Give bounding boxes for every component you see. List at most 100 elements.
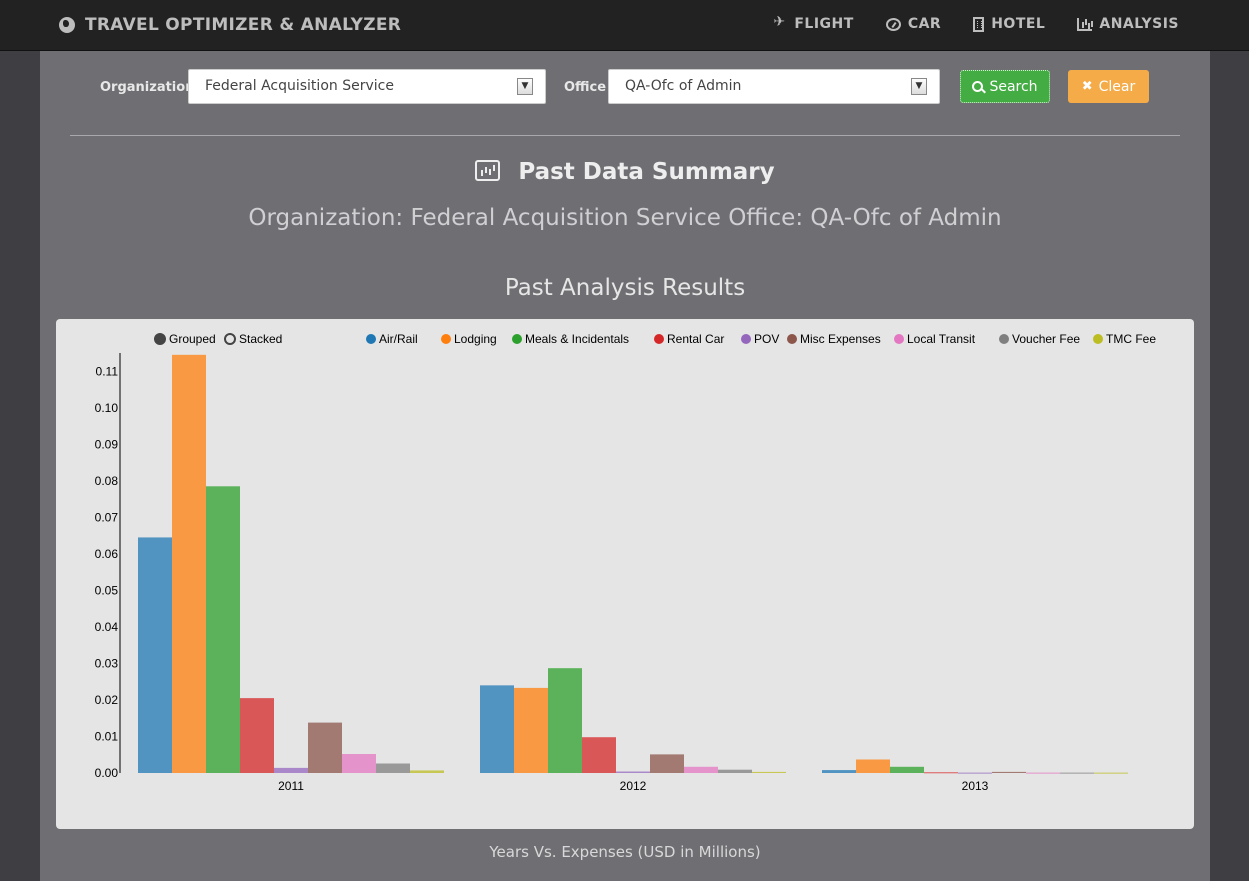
mode-grouped[interactable]: Grouped	[154, 332, 216, 346]
organization-select[interactable]: Federal Acquisition Service ▼	[188, 69, 546, 104]
mode-grouped-label: Grouped	[169, 332, 216, 346]
legend-item-tmc-fee[interactable]: TMC Fee	[1093, 332, 1156, 346]
nav-car[interactable]: CAR	[885, 16, 941, 32]
nav-analysis[interactable]: ANALYSIS	[1077, 16, 1179, 32]
bar-local-transit-2011[interactable]	[342, 754, 376, 773]
bar-chart-icon	[1077, 17, 1093, 31]
expenses-bar-chart: Grouped Stacked Air/Rail Lodging Meals & In…	[95, 332, 1157, 793]
legend-item-voucher-fee[interactable]: Voucher Fee	[999, 332, 1080, 346]
nav-hotel[interactable]: HOTEL	[973, 16, 1045, 32]
mode-stacked-radio[interactable]	[224, 333, 236, 345]
plane-icon	[773, 14, 787, 31]
bar-tmc-fee-2011[interactable]	[410, 770, 444, 773]
mode-grouped-radio[interactable]	[154, 333, 166, 345]
x-tick-label: 2012	[620, 779, 647, 793]
chevron-down-icon[interactable]: ▼	[517, 78, 533, 95]
legend-dot-pov	[741, 334, 751, 344]
legend-dot-air-rail	[366, 334, 376, 344]
y-axis: 0.00 0.01 0.02 0.03 0.04 0.05 0.06 0.07 0.08 0.09…	[95, 353, 121, 780]
bar-meals-incidentals-2011[interactable]	[206, 486, 240, 773]
bar-air-rail-2012[interactable]	[480, 685, 514, 773]
y-tick-label: 0.08	[95, 474, 119, 488]
bar-air-rail-2013[interactable]	[822, 770, 856, 773]
y-tick-label: 0.09	[95, 437, 119, 451]
bar-voucher-fee-2011[interactable]	[376, 763, 410, 773]
y-tick-label: 0.10	[95, 401, 119, 415]
bar-tmc-fee-2012[interactable]	[752, 771, 786, 773]
legend-dot-lodging	[441, 334, 451, 344]
bar-lodging-2011[interactable]	[172, 354, 206, 773]
legend-label-local-transit: Local Transit	[907, 332, 976, 346]
bar-pov-2013[interactable]	[958, 772, 992, 774]
bar-pov-2012[interactable]	[616, 771, 650, 773]
bar-local-transit-2013[interactable]	[1026, 772, 1060, 774]
results-title: Past Analysis Results	[504, 275, 746, 301]
clear-button[interactable]: ✖ Clear	[1068, 70, 1149, 103]
bar-pov-2011[interactable]	[274, 767, 308, 773]
x-tick-label: 2011	[278, 779, 304, 793]
bar-voucher-fee-2013[interactable]	[1060, 772, 1094, 774]
app-title: TRAVEL OPTIMIZER & ANALYZER	[85, 15, 402, 35]
legend-label-rental-car: Rental Car	[667, 332, 724, 346]
legend-label-pov: POV	[754, 332, 779, 346]
legend-item-meals-incidentals[interactable]: Meals & Incidentals	[512, 332, 629, 346]
bar-rental-car-2013[interactable]	[924, 772, 958, 774]
legend-label-air-rail: Air/Rail	[379, 332, 418, 346]
legend-dot-voucher-fee	[999, 334, 1009, 344]
bar-misc-expenses-2013[interactable]	[992, 771, 1026, 773]
legend-item-air-rail[interactable]: Air/Rail	[366, 332, 418, 346]
y-tick-label: 0.07	[95, 510, 119, 524]
y-tick-label: 0.11	[96, 364, 119, 378]
bar-lodging-2012[interactable]	[514, 687, 548, 773]
office-label: Office	[564, 80, 607, 95]
bar-chart-icon	[475, 160, 501, 181]
nav-flight[interactable]: FLIGHT	[773, 14, 854, 32]
legend-label-meals-incidentals: Meals & Incidentals	[525, 332, 629, 346]
bar-lodging-2013[interactable]	[856, 759, 890, 773]
divider	[70, 135, 1180, 136]
bar-meals-incidentals-2012[interactable]	[548, 668, 582, 773]
filter-bar: Organization Federal Acquisition Service…	[40, 51, 1210, 135]
close-icon: ✖	[1081, 79, 1093, 94]
bar-local-transit-2012[interactable]	[684, 766, 718, 773]
legend-item-rental-car[interactable]: Rental Car	[654, 332, 724, 346]
bar-air-rail-2011[interactable]	[138, 537, 172, 773]
legend-item-pov[interactable]: POV	[741, 332, 779, 346]
mode-stacked[interactable]: Stacked	[224, 332, 282, 346]
main-nav: FLIGHT CAR HOTEL ANALYSIS	[773, 14, 1179, 32]
bar-misc-expenses-2012[interactable]	[650, 754, 684, 773]
legend-dot-meals-incidentals	[512, 334, 522, 344]
app-brand[interactable]: TRAVEL OPTIMIZER & ANALYZER	[59, 15, 401, 35]
legend-dot-tmc-fee	[1093, 334, 1103, 344]
legend-dot-misc-expenses	[787, 334, 797, 344]
bar-rental-car-2011[interactable]	[240, 698, 274, 773]
search-button-label: Search	[989, 78, 1038, 95]
office-select[interactable]: QA-Ofc of Admin ▼	[608, 69, 940, 104]
organization-select-value: Federal Acquisition Service	[205, 78, 394, 94]
bars	[138, 354, 1128, 774]
mode-stacked-label: Stacked	[239, 332, 282, 346]
legend-item-local-transit[interactable]: Local Transit	[894, 332, 976, 346]
chart-mode-controls: Grouped Stacked	[154, 332, 282, 346]
chart-legend: Air/Rail Lodging Meals & Incidentals Rental…	[366, 332, 1156, 346]
bar-tmc-fee-2013[interactable]	[1094, 772, 1128, 774]
legend-item-misc-expenses[interactable]: Misc Expenses	[787, 332, 881, 346]
nav-flight-label: FLIGHT	[794, 16, 854, 32]
legend-item-lodging[interactable]: Lodging	[441, 332, 497, 346]
legend-dot-rental-car	[654, 334, 664, 344]
y-tick-label: 0.04	[95, 620, 119, 634]
search-button[interactable]: Search	[960, 70, 1050, 103]
chevron-down-icon[interactable]: ▼	[911, 78, 927, 95]
bar-voucher-fee-2012[interactable]	[718, 769, 752, 773]
y-tick-label: 0.03	[95, 656, 119, 670]
bar-meals-incidentals-2013[interactable]	[890, 766, 924, 773]
nav-hotel-label: HOTEL	[991, 16, 1046, 32]
bar-misc-expenses-2011[interactable]	[308, 722, 342, 773]
y-tick-label: 0.06	[95, 547, 119, 561]
summary-title: Past Data Summary	[518, 159, 775, 185]
summary-heading: Past Data Summary	[40, 159, 1210, 185]
chart-panel: Grouped Stacked Air/Rail Lodging Meals & In…	[56, 319, 1194, 829]
bar-rental-car-2012[interactable]	[582, 737, 616, 773]
chart-caption: Years Vs. Expenses (USD in Millions)	[489, 843, 761, 861]
x-tick-label: 2013	[962, 779, 989, 793]
